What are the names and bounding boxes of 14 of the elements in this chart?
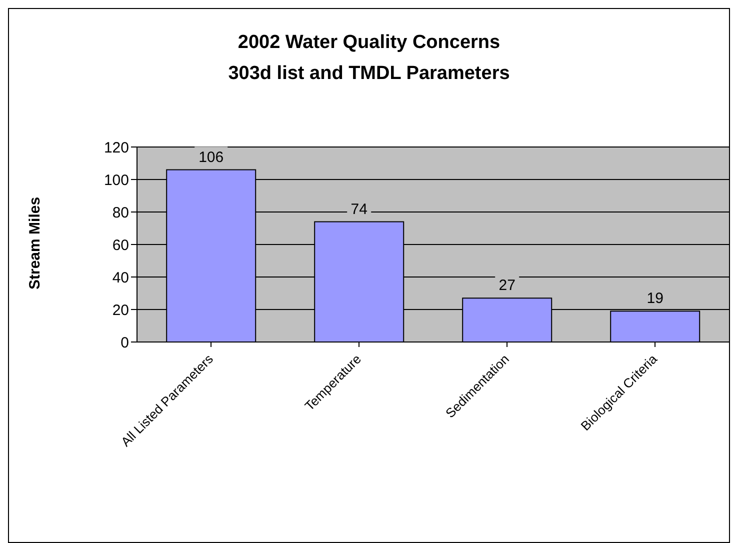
chart-subtitle: 303d list and TMDL Parameters [227,62,511,86]
y-tick-label: 40 [112,269,129,286]
data-label: 27 [498,277,516,294]
chart-title: 2002 Water Quality Concerns [236,31,502,55]
y-tick-label: 20 [112,302,129,319]
y-tick-label: 60 [112,236,129,254]
data-label: 74 [350,200,368,218]
data-label: 19 [646,290,664,308]
y-tick-label: 0 [120,334,129,352]
y-tick-label: 120 [104,139,129,156]
y-axis-title: Stream Miles [26,196,44,290]
y-tick-label: 100 [104,172,129,189]
y-tick-label: 80 [112,204,129,222]
data-label: 106 [198,148,224,166]
